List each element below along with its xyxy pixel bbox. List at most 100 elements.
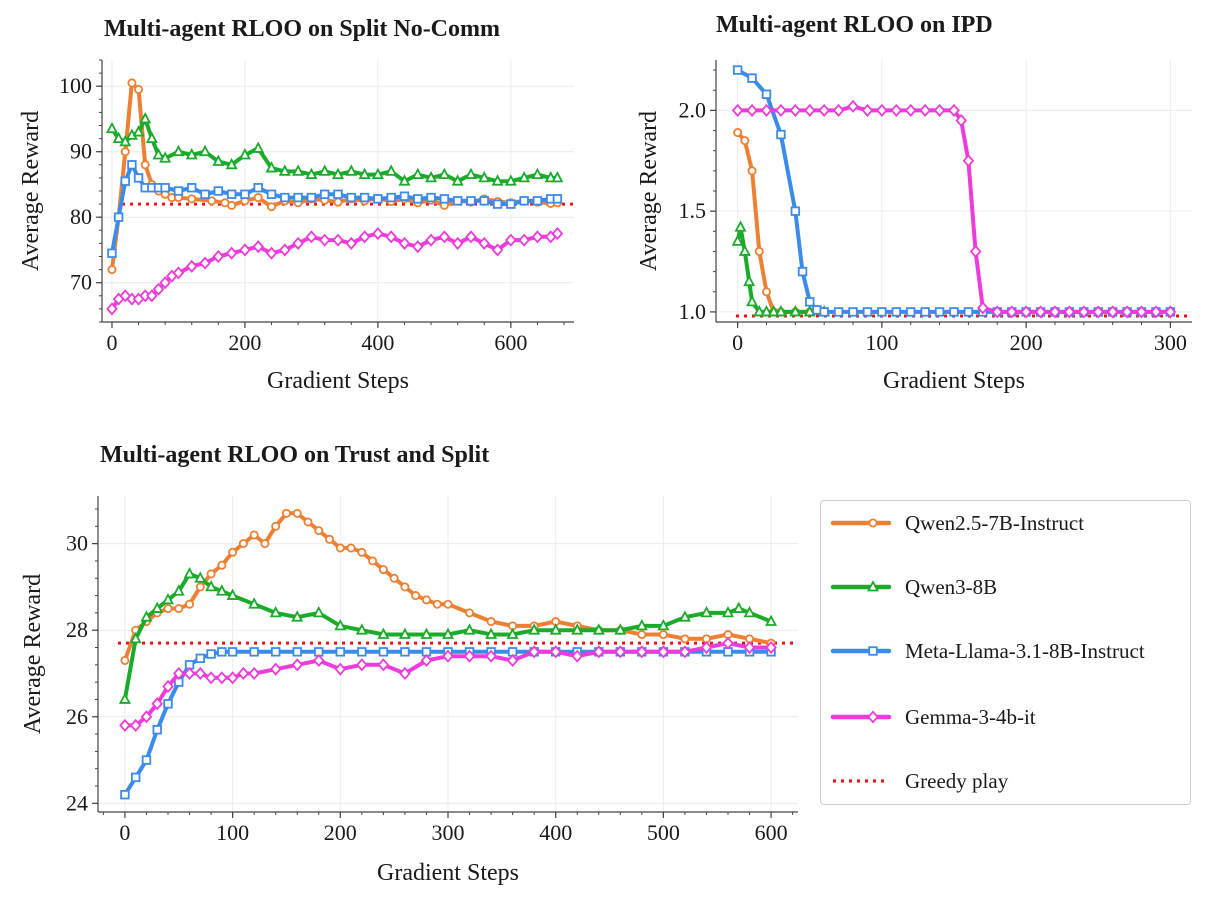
- data-point: [132, 125, 145, 137]
- data-point: [531, 167, 544, 180]
- data-point: [933, 103, 946, 117]
- data-point: [334, 662, 347, 676]
- data-point: [421, 595, 431, 605]
- data-point: [105, 121, 118, 134]
- data-point: [172, 584, 185, 596]
- y-axis-label: Average Reward: [636, 111, 662, 271]
- data-point: [732, 65, 743, 75]
- data-point: [518, 233, 530, 247]
- data-point: [357, 647, 367, 657]
- data-point: [680, 634, 690, 644]
- data-point: [215, 584, 228, 596]
- data-point: [438, 230, 451, 244]
- x-axis-label: Gradient Steps: [883, 368, 1025, 394]
- data-point: [948, 103, 960, 117]
- series-gemma-3-4b-it: [106, 227, 564, 316]
- legend-label: Meta-Llama-3.1-8B-Instruct: [905, 638, 1145, 663]
- data-point: [265, 161, 278, 173]
- data-point: [398, 174, 411, 186]
- data-point: [312, 653, 325, 668]
- data-point: [700, 640, 713, 655]
- data-point: [774, 304, 787, 317]
- data-point: [551, 170, 564, 183]
- data-point: [140, 610, 153, 622]
- data-point: [159, 276, 171, 290]
- data-point: [479, 196, 489, 206]
- data-point: [528, 645, 540, 659]
- data-point: [491, 174, 504, 186]
- data-point: [378, 647, 389, 657]
- data-point: [438, 167, 451, 180]
- data-point: [452, 196, 463, 206]
- data-point: [194, 666, 207, 681]
- data-point: [335, 647, 346, 657]
- data-point: [1150, 305, 1162, 319]
- data-point: [279, 243, 291, 257]
- y-axis-label: Average Reward: [20, 574, 46, 734]
- data-point: [207, 196, 217, 206]
- data-point: [552, 194, 563, 204]
- data-point: [120, 789, 130, 800]
- y-tick-label: 30: [66, 531, 88, 556]
- data-point: [292, 508, 302, 518]
- y-tick-label: 80: [70, 204, 92, 229]
- data-point: [212, 154, 225, 166]
- data-point: [797, 266, 808, 277]
- legend-label: Qwen2.5-7B-Instruct: [905, 510, 1085, 535]
- data-point: [368, 556, 378, 566]
- series-line: [110, 231, 560, 311]
- data-point: [969, 244, 982, 259]
- data-point: [140, 710, 153, 724]
- y-tick-label: 70: [70, 270, 92, 295]
- data-point: [847, 99, 859, 113]
- x-tick-label: 600: [755, 820, 788, 845]
- data-point: [160, 183, 170, 193]
- data-point: [318, 164, 331, 176]
- data-point: [657, 618, 670, 631]
- data-point: [977, 301, 989, 315]
- data-point: [1034, 305, 1047, 319]
- data-point: [385, 164, 398, 176]
- data-point: [678, 610, 691, 622]
- data-point: [732, 601, 745, 613]
- data-point: [120, 147, 130, 157]
- data-point: [226, 671, 239, 685]
- x-tick-label: 200: [1010, 330, 1043, 355]
- chart-ipd-plot: 1.0 1.5 2.0 0 100 200 300 Gradient Steps Average…: [636, 60, 1192, 394]
- data-point: [549, 645, 562, 659]
- data-point: [212, 249, 225, 264]
- data-point: [228, 547, 238, 557]
- data-point: [614, 623, 627, 635]
- data-point: [789, 103, 802, 117]
- data-point: [743, 605, 756, 618]
- data-point: [400, 647, 410, 657]
- data-point: [152, 148, 165, 160]
- data-point: [107, 248, 117, 258]
- y-tick-label: 28: [66, 617, 88, 642]
- legend-swatch-diamond-icon: [830, 710, 892, 724]
- data-point: [206, 649, 216, 659]
- data-point: [372, 227, 384, 241]
- data-point: [358, 230, 371, 244]
- data-point: [226, 588, 239, 600]
- data-point: [270, 647, 281, 657]
- data-point: [249, 647, 259, 657]
- data-point: [152, 725, 162, 735]
- data-point: [217, 647, 227, 657]
- data-point: [205, 671, 217, 685]
- data-point: [291, 658, 304, 672]
- data-point: [486, 617, 496, 627]
- data-point: [731, 103, 744, 117]
- chart-trust-and-split: Multi-agent RLOO on Trust and Split 24 26…: [20, 442, 798, 886]
- data-point: [345, 164, 358, 176]
- data-point: [1135, 305, 1148, 319]
- legend: Qwen2.5-7B-Instruct Qwen3-8B Meta-Llama-…: [820, 500, 1191, 805]
- x-axis-label: Gradient Steps: [377, 860, 519, 886]
- data-point: [252, 240, 265, 254]
- y-tick-label: 26: [66, 704, 88, 729]
- data-point: [775, 103, 787, 117]
- data-point: [386, 192, 396, 203]
- data-point: [355, 623, 368, 635]
- data-point: [636, 645, 648, 659]
- data-point: [187, 194, 197, 204]
